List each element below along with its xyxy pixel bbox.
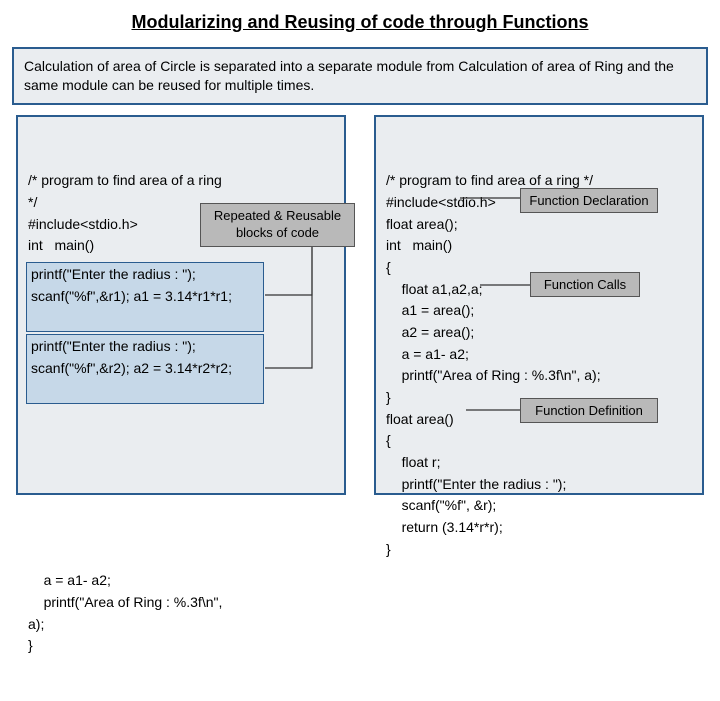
right-code-full: /* program to find area of a ring */ #in…: [386, 170, 692, 560]
description-box: Calculation of area of Circle is separat…: [12, 47, 708, 105]
left-code-post: a = a1- a2; printf("Area of Ring : %.3f\…: [28, 570, 334, 657]
highlight-block-2: printf("Enter the radius : "); scanf("%f…: [26, 334, 264, 404]
right-code-panel: /* program to find area of a ring */ #in…: [374, 115, 704, 495]
highlight-block-1: printf("Enter the radius : "); scanf("%f…: [26, 262, 264, 332]
reusable-label: Repeated & Reusable blocks of code: [200, 203, 355, 247]
function-calls-label: Function Calls: [530, 272, 640, 297]
function-declaration-label: Function Declaration: [520, 188, 658, 213]
function-definition-label: Function Definition: [520, 398, 658, 423]
page-title: Modularizing and Reusing of code through…: [0, 0, 720, 41]
